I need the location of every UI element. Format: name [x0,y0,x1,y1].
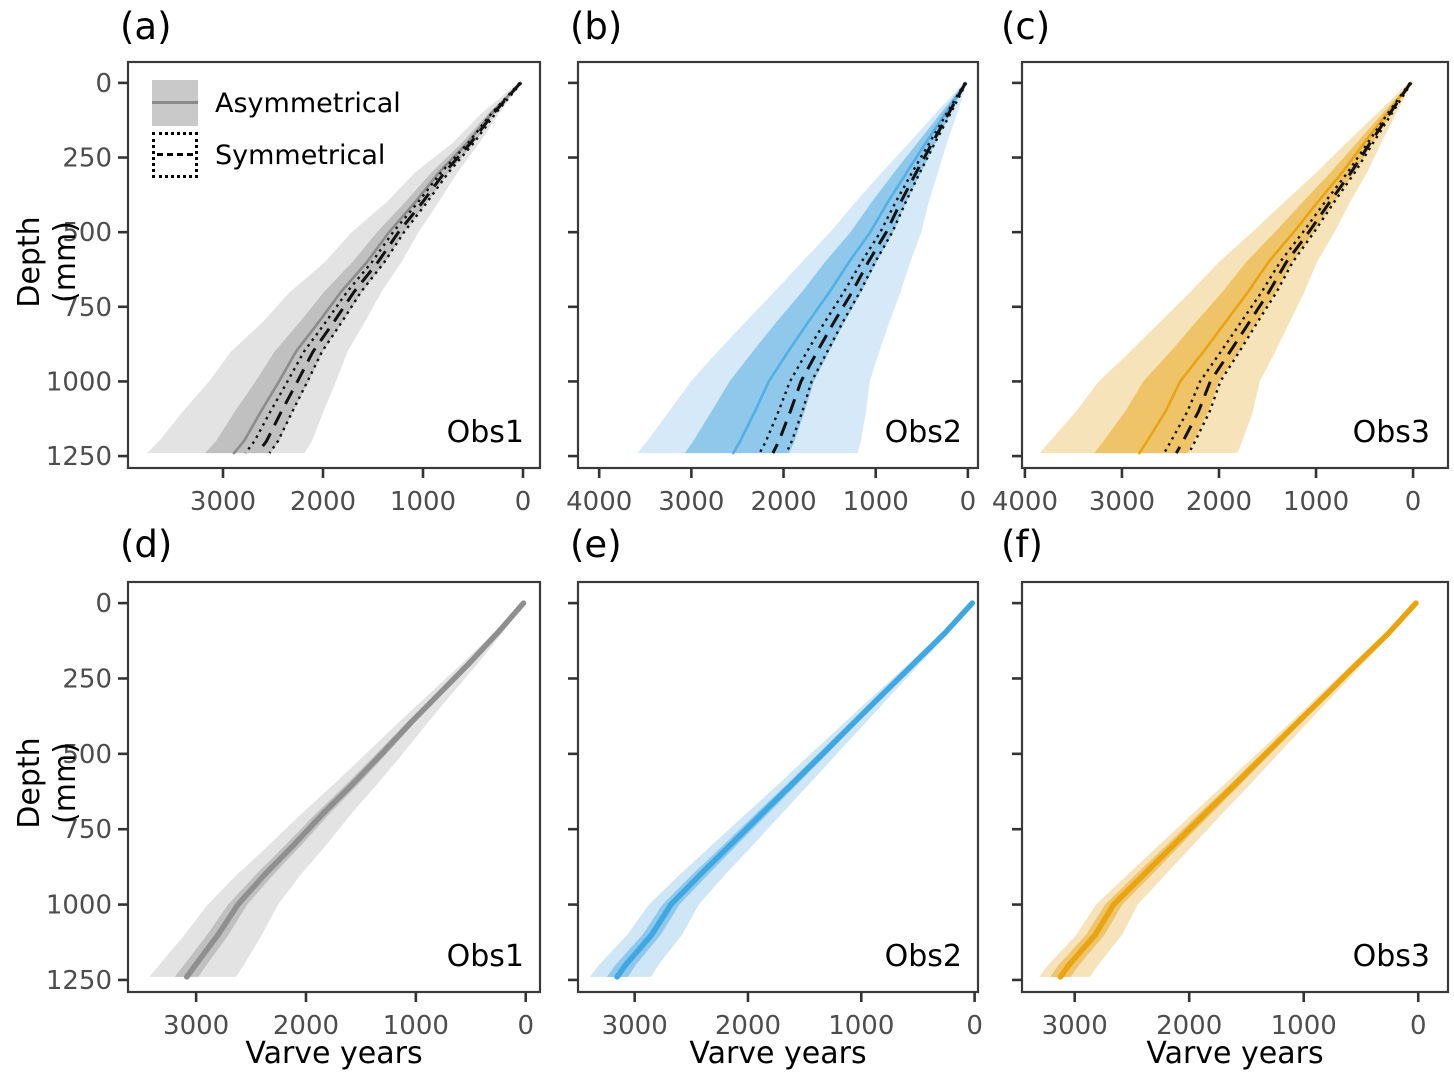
svg-text:1000: 1000 [383,1011,449,1041]
panel-label-b: (b) [570,5,623,48]
panel-label-a: (a) [120,5,172,48]
y-axis-title-top: Depth (mm) [12,216,83,308]
x-axis-title-f: Varve years [1146,1036,1324,1071]
svg-text:4000: 4000 [992,487,1058,517]
x-axis-title-d: Varve years [245,1036,423,1071]
svg-text:1250: 1250 [46,442,112,472]
svg-text:3000: 3000 [602,1011,668,1041]
svg-text:1000: 1000 [46,891,112,921]
asymmetrical-band-swatch-icon [152,80,198,126]
svg-text:3000: 3000 [163,1011,229,1041]
panel-label-f: (f) [1001,523,1043,566]
svg-text:2000: 2000 [1186,487,1252,517]
svg-text:3000: 3000 [1089,487,1155,517]
legend-entry-symmetrical: Symmetrical [152,130,401,180]
svg-text:0: 0 [960,487,977,517]
legend-entry-asymmetrical: Asymmetrical [152,78,401,128]
y-axis-title-bottom: Depth (mm) [12,737,83,829]
obs-label-e: Obs2 [884,939,962,974]
svg-text:500: 500 [62,740,112,770]
obs-label-b: Obs2 [884,415,962,450]
panel-label-e: (e) [570,523,622,566]
svg-text:2000: 2000 [750,487,816,517]
svg-text:3000: 3000 [190,487,256,517]
svg-text:0: 0 [1410,1011,1427,1041]
panel-label-c: (c) [1001,5,1051,48]
svg-text:2000: 2000 [1156,1011,1222,1041]
svg-text:0: 0 [517,1011,534,1041]
panel-label-d: (d) [120,523,173,566]
svg-text:4000: 4000 [566,487,632,517]
legend: Asymmetrical Symmetrical [152,78,401,182]
svg-text:1000: 1000 [828,1011,894,1041]
svg-text:1000: 1000 [1271,1011,1337,1041]
svg-text:1250: 1250 [46,966,112,996]
obs-label-d: Obs1 [446,939,524,974]
svg-text:0: 0 [966,1011,983,1041]
svg-text:3000: 3000 [658,487,724,517]
legend-label-asymmetrical: Asymmetrical [215,87,401,119]
obs-label-c: Obs3 [1352,415,1430,450]
svg-text:750: 750 [62,293,112,323]
svg-text:2000: 2000 [290,487,356,517]
svg-text:3000: 3000 [1042,1011,1108,1041]
svg-text:0: 0 [95,69,112,99]
symmetrical-median-line-icon [157,153,193,156]
obs-label-a: Obs1 [446,415,524,450]
x-axis-title-e: Varve years [689,1036,867,1071]
svg-text:1000: 1000 [46,367,112,397]
symmetrical-band-swatch-icon [152,132,198,178]
svg-text:500: 500 [62,218,112,248]
svg-text:750: 750 [62,815,112,845]
svg-text:0: 0 [1405,487,1422,517]
svg-text:0: 0 [515,487,532,517]
svg-text:2000: 2000 [715,1011,781,1041]
svg-text:0: 0 [95,589,112,619]
svg-text:250: 250 [62,144,112,174]
svg-text:1000: 1000 [390,487,456,517]
svg-text:1000: 1000 [843,487,909,517]
asymmetrical-median-line-icon [152,101,198,104]
obs-label-f: Obs3 [1352,939,1430,974]
legend-label-symmetrical: Symmetrical [215,139,386,171]
svg-text:1000: 1000 [1283,487,1349,517]
svg-text:2000: 2000 [273,1011,339,1041]
svg-text:250: 250 [62,664,112,694]
